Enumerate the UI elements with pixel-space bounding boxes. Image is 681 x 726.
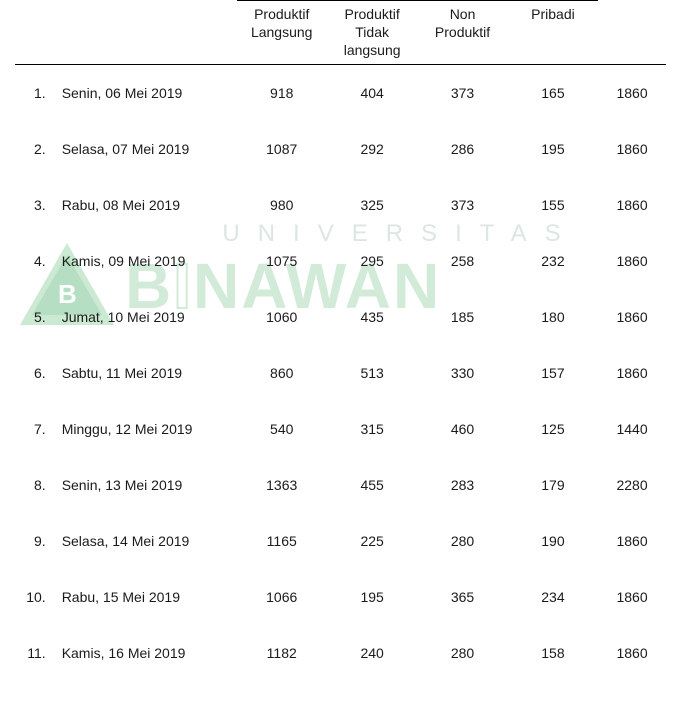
row-value: 918 xyxy=(237,64,327,121)
row-value: 165 xyxy=(508,64,598,121)
header-non-produktif: Non Produktif xyxy=(417,1,507,65)
row-day: Jumat, 10 Mei 2019 xyxy=(56,289,237,345)
row-value: 292 xyxy=(327,121,417,177)
table-row: 7.Minggu, 12 Mei 20195403154601251440 xyxy=(15,401,666,457)
row-value: 1066 xyxy=(237,569,327,625)
row-value: 283 xyxy=(417,457,507,513)
table-header: Produktif Langsung Produktif Tidak langs… xyxy=(15,1,666,65)
table-row: 9.Selasa, 14 Mei 201911652252801901860 xyxy=(15,513,666,569)
row-number: 6. xyxy=(15,345,56,401)
row-day: Senin, 13 Mei 2019 xyxy=(56,457,237,513)
table-row: 8.Senin, 13 Mei 201913634552831792280 xyxy=(15,457,666,513)
row-number: 10. xyxy=(15,569,56,625)
row-value: 540 xyxy=(237,401,327,457)
header-day xyxy=(56,1,237,65)
header-produktif-langsung: Produktif Langsung xyxy=(237,1,327,65)
row-value: 195 xyxy=(327,569,417,625)
data-table-container: Produktif Langsung Produktif Tidak langs… xyxy=(0,0,681,681)
table-row: 5.Jumat, 10 Mei 201910604351851801860 xyxy=(15,289,666,345)
row-value: 240 xyxy=(327,625,417,681)
row-value: 125 xyxy=(508,401,598,457)
row-total: 1860 xyxy=(598,64,666,121)
row-value: 158 xyxy=(508,625,598,681)
row-total: 2280 xyxy=(598,457,666,513)
row-value: 330 xyxy=(417,345,507,401)
row-value: 1075 xyxy=(237,233,327,289)
row-value: 404 xyxy=(327,64,417,121)
row-value: 455 xyxy=(327,457,417,513)
row-value: 513 xyxy=(327,345,417,401)
row-total: 1860 xyxy=(598,177,666,233)
row-day: Selasa, 07 Mei 2019 xyxy=(56,121,237,177)
row-number: 2. xyxy=(15,121,56,177)
row-number: 4. xyxy=(15,233,56,289)
row-value: 180 xyxy=(508,289,598,345)
row-value: 1182 xyxy=(237,625,327,681)
header-num xyxy=(15,1,56,65)
row-number: 7. xyxy=(15,401,56,457)
row-value: 280 xyxy=(417,625,507,681)
row-number: 3. xyxy=(15,177,56,233)
row-value: 365 xyxy=(417,569,507,625)
row-value: 1363 xyxy=(237,457,327,513)
row-value: 373 xyxy=(417,64,507,121)
row-total: 1860 xyxy=(598,121,666,177)
row-value: 155 xyxy=(508,177,598,233)
table-row: 4.Kamis, 09 Mei 201910752952582321860 xyxy=(15,233,666,289)
row-value: 225 xyxy=(327,513,417,569)
row-total: 1860 xyxy=(598,569,666,625)
header-total xyxy=(598,1,666,65)
row-number: 9. xyxy=(15,513,56,569)
row-day: Selasa, 14 Mei 2019 xyxy=(56,513,237,569)
row-value: 1087 xyxy=(237,121,327,177)
row-value: 1165 xyxy=(237,513,327,569)
row-number: 5. xyxy=(15,289,56,345)
table-row: 10.Rabu, 15 Mei 201910661953652341860 xyxy=(15,569,666,625)
table-row: 3.Rabu, 08 Mei 20199803253731551860 xyxy=(15,177,666,233)
row-value: 860 xyxy=(237,345,327,401)
row-value: 234 xyxy=(508,569,598,625)
row-day: Kamis, 09 Mei 2019 xyxy=(56,233,237,289)
row-total: 1860 xyxy=(598,625,666,681)
row-total: 1860 xyxy=(598,513,666,569)
table-row: 2.Selasa, 07 Mei 201910872922861951860 xyxy=(15,121,666,177)
row-value: 185 xyxy=(417,289,507,345)
row-day: Rabu, 08 Mei 2019 xyxy=(56,177,237,233)
header-pribadi: Pribadi xyxy=(508,1,598,65)
header-produktif-tidak-langsung: Produktif Tidak langsung xyxy=(327,1,417,65)
row-total: 1860 xyxy=(598,289,666,345)
row-number: 11. xyxy=(15,625,56,681)
table-body: 1.Senin, 06 Mei 201991840437316518602.Se… xyxy=(15,64,666,681)
row-value: 258 xyxy=(417,233,507,289)
row-value: 1060 xyxy=(237,289,327,345)
row-value: 232 xyxy=(508,233,598,289)
row-value: 190 xyxy=(508,513,598,569)
row-day: Rabu, 15 Mei 2019 xyxy=(56,569,237,625)
row-day: Minggu, 12 Mei 2019 xyxy=(56,401,237,457)
row-day: Senin, 06 Mei 2019 xyxy=(56,64,237,121)
row-value: 157 xyxy=(508,345,598,401)
row-value: 280 xyxy=(417,513,507,569)
row-value: 980 xyxy=(237,177,327,233)
table-row: 6.Sabtu, 11 Mei 20198605133301571860 xyxy=(15,345,666,401)
row-total: 1860 xyxy=(598,233,666,289)
row-number: 8. xyxy=(15,457,56,513)
row-total: 1860 xyxy=(598,345,666,401)
row-value: 325 xyxy=(327,177,417,233)
row-day: Kamis, 16 Mei 2019 xyxy=(56,625,237,681)
row-value: 460 xyxy=(417,401,507,457)
row-value: 195 xyxy=(508,121,598,177)
table-row: 1.Senin, 06 Mei 20199184043731651860 xyxy=(15,64,666,121)
row-total: 1440 xyxy=(598,401,666,457)
row-value: 435 xyxy=(327,289,417,345)
row-value: 179 xyxy=(508,457,598,513)
table-row: 11.Kamis, 16 Mei 201911822402801581860 xyxy=(15,625,666,681)
row-day: Sabtu, 11 Mei 2019 xyxy=(56,345,237,401)
row-value: 295 xyxy=(327,233,417,289)
row-value: 286 xyxy=(417,121,507,177)
data-table: Produktif Langsung Produktif Tidak langs… xyxy=(15,0,666,681)
row-value: 373 xyxy=(417,177,507,233)
row-number: 1. xyxy=(15,64,56,121)
row-value: 315 xyxy=(327,401,417,457)
